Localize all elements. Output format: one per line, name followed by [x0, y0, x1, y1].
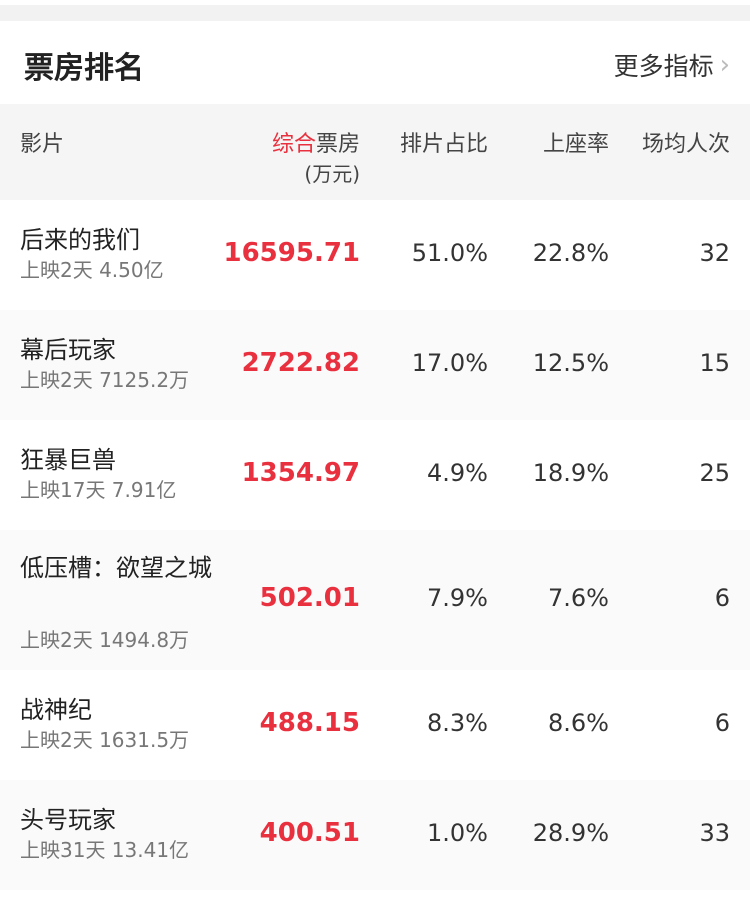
film-release-info: 上映31天 13.41亿	[20, 838, 190, 862]
seat-rate-value: 8.6%	[548, 709, 609, 737]
film-release-info: 上映2天 1631.5万	[20, 728, 190, 752]
seat-rate-value: 18.9%	[532, 459, 609, 487]
col-box-office-label: 票房	[315, 132, 360, 157]
more-metrics-label: 更多指标	[613, 52, 714, 81]
box-office-value: 16595.71	[223, 238, 360, 268]
table-row[interactable]: 后来的我们 上映2天 4.50亿 16595.71 51.0% 22.8% 32	[0, 200, 750, 310]
more-metrics-link[interactable]: 更多指标 ›	[614, 47, 730, 83]
chevron-right-icon: ›	[719, 50, 730, 80]
table-row[interactable]: 头号玩家 上映31天 13.41亿 400.51 1.0% 28.9% 33	[0, 780, 750, 890]
schedule-ratio-value: 17.0%	[411, 349, 488, 377]
film-name: 低压槽：欲望之城	[20, 554, 212, 582]
film-release-info: 上映2天 1494.8万	[20, 628, 190, 652]
avg-attendance-value: 6	[714, 584, 730, 612]
col-box-office[interactable]: 综合票房 (万元)	[272, 126, 360, 187]
film-name: 头号玩家	[20, 806, 116, 834]
film-name: 战神纪	[20, 696, 92, 724]
col-film: 影片	[20, 132, 65, 157]
seat-rate-value: 22.8%	[532, 239, 609, 267]
box-office-value: 488.15	[259, 708, 360, 738]
box-office-value: 2722.82	[241, 348, 360, 378]
col-avg-attendance[interactable]: 场均人次	[641, 132, 730, 157]
seat-rate-value: 28.9%	[532, 819, 609, 847]
avg-attendance-value: 6	[714, 709, 730, 737]
top-separator	[0, 5, 750, 21]
film-name: 后来的我们	[20, 226, 140, 254]
film-name: 幕后玩家	[20, 336, 116, 364]
section-header: 票房排名 更多指标 ›	[0, 21, 750, 104]
avg-attendance-value: 33	[699, 819, 730, 847]
film-release-info: 上映17天 7.91亿	[20, 478, 177, 502]
seat-rate-value: 7.6%	[548, 584, 609, 612]
avg-attendance-value: 15	[699, 349, 730, 377]
avg-attendance-value: 32	[699, 239, 730, 267]
seat-rate-value: 12.5%	[532, 349, 609, 377]
col-seat-rate[interactable]: 上座率	[542, 132, 609, 157]
schedule-ratio-value: 8.3%	[427, 709, 488, 737]
schedule-ratio-value: 7.9%	[427, 584, 488, 612]
box-office-value: 400.51	[259, 818, 360, 848]
section-title: 票房排名	[24, 51, 144, 86]
film-name: 狂暴巨兽	[20, 446, 116, 474]
table-row[interactable]: 幕后玩家 上映2天 7125.2万 2722.82 17.0% 12.5% 15	[0, 310, 750, 420]
col-schedule-ratio[interactable]: 排片占比	[399, 132, 488, 157]
film-release-info: 上映2天 4.50亿	[20, 258, 164, 282]
table-row[interactable]: 战神纪 上映2天 1631.5万 488.15 8.3% 8.6% 6	[0, 670, 750, 780]
col-box-office-unit: (万元)	[304, 162, 360, 186]
schedule-ratio-value: 1.0%	[427, 819, 488, 847]
avg-attendance-value: 25	[699, 459, 730, 487]
table-header: 影片 综合票房 (万元) 排片占比 上座率 场均人次	[0, 104, 750, 200]
schedule-ratio-value: 51.0%	[411, 239, 488, 267]
box-office-value: 502.01	[259, 583, 360, 613]
box-office-value: 1354.97	[241, 458, 360, 488]
film-release-info: 上映2天 7125.2万	[20, 368, 190, 392]
schedule-ratio-value: 4.9%	[427, 459, 488, 487]
table-row[interactable]: 狂暴巨兽 上映17天 7.91亿 1354.97 4.9% 18.9% 25	[0, 420, 750, 530]
col-box-office-accent: 综合	[271, 132, 316, 157]
table-row[interactable]: 低压槽：欲望之城 上映2天 1494.8万 502.01 7.9% 7.6% 6	[0, 530, 750, 670]
